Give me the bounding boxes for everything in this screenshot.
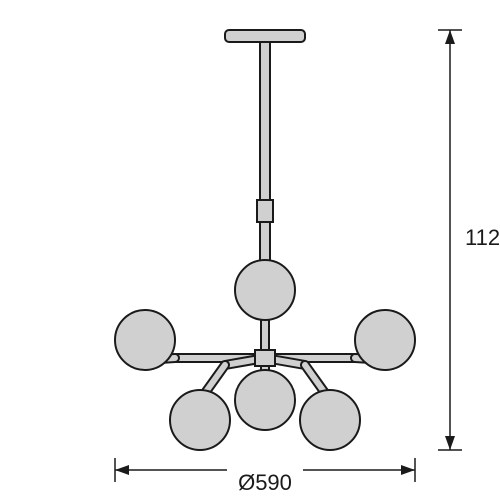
hub [255,350,275,366]
sphere-center-lower [235,370,295,430]
dim-width-arrow-r [401,465,415,475]
sphere-left-outer [115,310,175,370]
dimension-diagram: 1120 Ø590 [0,0,500,500]
dim-height-arrow-bot [445,436,455,450]
sphere-right-outer [355,310,415,370]
rod-coupler [257,200,273,222]
ceiling-plate [225,30,305,42]
dim-height-label: 1120 [465,225,500,250]
rod-upper [260,42,270,200]
sphere-top [235,260,295,320]
dim-height-arrow-top [445,30,455,44]
sphere-left-lower [170,390,230,450]
sphere-right-lower [300,390,360,450]
dim-width-arrow-l [115,465,129,475]
dim-width-label: Ø590 [238,470,292,495]
